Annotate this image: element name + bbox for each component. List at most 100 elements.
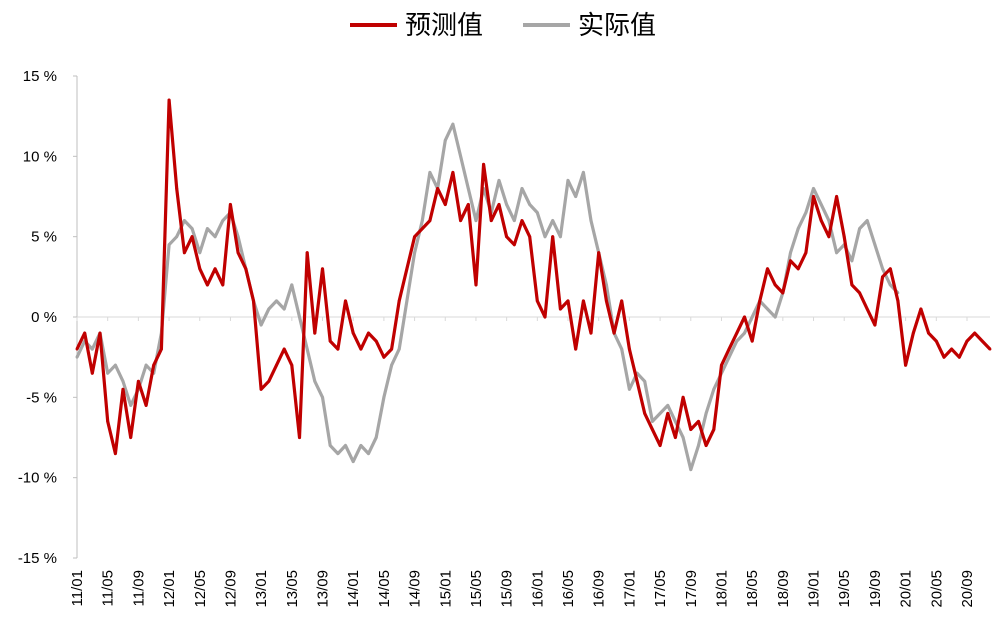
x-tick-label: 12/09	[222, 570, 239, 608]
data-point	[735, 331, 739, 335]
data-point	[436, 187, 439, 190]
data-point	[190, 235, 194, 239]
data-point	[689, 428, 693, 431]
data-point	[674, 436, 677, 439]
data-point	[282, 307, 286, 311]
data-point	[397, 299, 401, 303]
data-point	[712, 387, 716, 391]
data-point	[382, 355, 386, 359]
x-tick-label: 15/09	[499, 570, 516, 608]
data-point	[367, 452, 370, 455]
data-point	[512, 219, 516, 223]
y-tick-label: 15 %	[23, 68, 57, 85]
data-point	[90, 347, 94, 351]
data-point	[681, 436, 685, 439]
x-tick-label: 18/01	[713, 570, 730, 608]
data-point	[428, 219, 432, 223]
data-point	[482, 163, 485, 166]
data-point	[750, 339, 754, 343]
data-point	[712, 428, 716, 431]
data-point	[144, 404, 148, 407]
data-point	[819, 203, 823, 206]
data-point	[367, 331, 370, 335]
data-point	[873, 323, 877, 327]
data-point	[167, 98, 171, 102]
data-point	[942, 355, 946, 359]
data-point	[605, 299, 608, 303]
data-point	[858, 227, 861, 231]
data-point	[190, 227, 194, 231]
x-tick-label: 17/01	[621, 570, 638, 608]
data-point	[789, 259, 792, 263]
data-point	[758, 299, 762, 303]
data-point	[796, 227, 800, 231]
data-point	[129, 404, 133, 407]
data-point	[973, 331, 977, 335]
data-point	[413, 251, 416, 255]
data-point	[275, 363, 278, 367]
data-point	[344, 444, 347, 447]
y-tick-label: 10 %	[23, 148, 57, 165]
x-tick-label: 14/09	[407, 570, 424, 608]
series-points-1	[75, 98, 992, 455]
data-point	[957, 355, 961, 359]
data-point	[321, 267, 324, 271]
data-point	[390, 363, 393, 367]
y-axis: -15 % -10 % -5 % 0 % 5 % 10 % 15 %	[18, 68, 78, 567]
data-point	[735, 339, 739, 343]
data-point	[643, 412, 647, 415]
data-point	[114, 452, 117, 455]
data-point	[505, 235, 508, 239]
data-point	[620, 347, 624, 351]
data-point	[865, 219, 869, 223]
data-point	[551, 219, 555, 223]
x-tick-label: 20/05	[928, 570, 945, 608]
data-point	[543, 235, 547, 239]
data-point	[474, 283, 478, 287]
x-tick-label: 14/01	[345, 570, 362, 608]
data-point	[512, 243, 516, 247]
data-point	[259, 323, 263, 327]
data-point	[152, 363, 156, 367]
data-point	[697, 444, 700, 447]
x-tick-label: 16/09	[591, 570, 608, 608]
data-point	[121, 379, 125, 383]
y-tick-label: -5 %	[26, 389, 57, 406]
x-tick-label: 12/01	[161, 570, 178, 608]
data-point	[566, 299, 570, 303]
data-point	[244, 267, 248, 271]
data-point	[888, 283, 892, 287]
legend-label-series-2: 实际值	[578, 11, 656, 41]
data-point	[451, 122, 455, 126]
data-point	[420, 227, 424, 231]
data-point	[781, 291, 785, 295]
data-point	[858, 291, 861, 295]
data-point	[206, 227, 209, 231]
data-point	[850, 259, 854, 263]
data-point	[144, 363, 148, 367]
data-point	[183, 251, 186, 255]
data-point	[198, 267, 202, 271]
data-point	[773, 283, 777, 287]
data-point	[666, 412, 670, 415]
data-point	[98, 331, 102, 335]
data-point	[374, 436, 378, 439]
data-point	[75, 347, 79, 351]
data-point	[612, 331, 616, 335]
data-point	[766, 307, 769, 311]
data-point	[259, 387, 263, 391]
data-point	[796, 267, 800, 271]
x-tick-label: 18/09	[775, 570, 792, 608]
data-point	[528, 203, 532, 206]
data-point	[750, 315, 754, 319]
y-tick-label: -15 %	[18, 550, 57, 567]
y-tick-label: -10 %	[18, 470, 57, 487]
data-point	[129, 436, 133, 439]
data-point	[489, 219, 493, 223]
data-point	[827, 219, 831, 223]
data-point	[704, 412, 708, 415]
data-point	[528, 235, 532, 239]
data-point	[114, 363, 117, 367]
data-point	[474, 219, 478, 223]
x-tick-label: 11/09	[130, 570, 147, 606]
